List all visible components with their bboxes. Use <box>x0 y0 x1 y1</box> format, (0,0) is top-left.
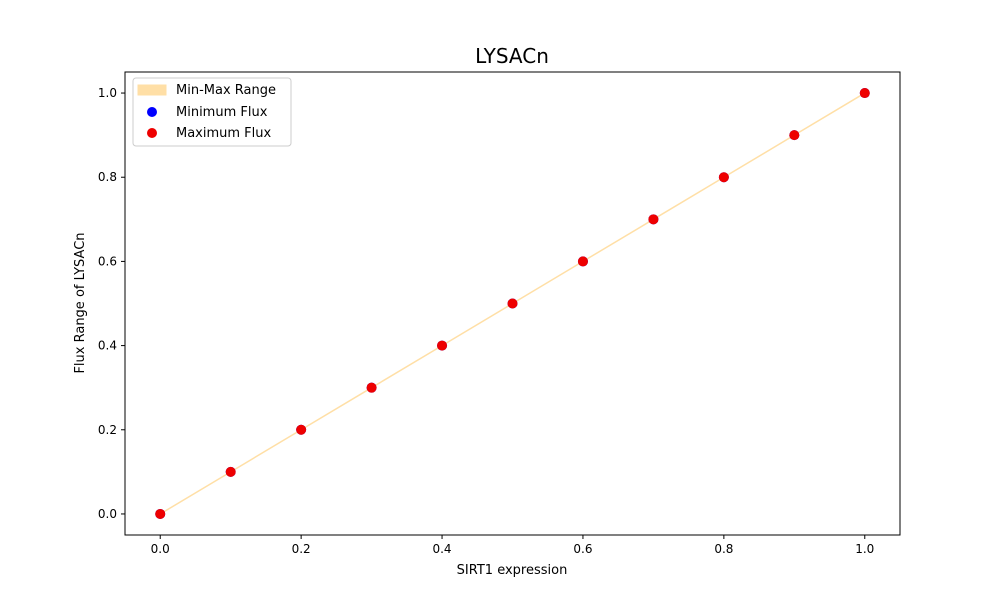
legend: Min-Max Range Minimum Flux Maximum Flux <box>132 77 292 147</box>
maximum-flux-point-2 <box>296 424 307 435</box>
legend-band-swatch <box>137 84 167 96</box>
x-tick-label-2: 0.4 <box>432 542 451 556</box>
maximum-flux-point-9 <box>789 130 800 141</box>
legend-marker-minimum-flux <box>147 107 157 117</box>
y-axis-label: Flux Range of LYSACn <box>73 232 88 373</box>
maximum-flux-point-7 <box>648 214 659 225</box>
maximum-flux-point-4 <box>437 340 448 351</box>
y-tick-label-3: 0.6 <box>98 254 117 268</box>
maximum-flux-point-10 <box>859 88 870 99</box>
legend-label-maximum-flux: Maximum Flux <box>176 126 272 141</box>
y-tick-label-2: 0.4 <box>98 339 117 353</box>
y-tick-label-5: 1.0 <box>98 86 117 100</box>
maximum-flux-point-5 <box>507 298 518 309</box>
maximum-flux-point-3 <box>366 382 377 393</box>
legend-label-min-max-range: Min-Max Range <box>176 83 276 98</box>
maximum-flux-point-0 <box>155 508 166 519</box>
x-tick-label-0: 0.0 <box>151 542 170 556</box>
x-tick-label-5: 1.0 <box>855 542 874 556</box>
x-tick-label-3: 0.6 <box>573 542 592 556</box>
x-tick-label-1: 0.2 <box>292 542 311 556</box>
x-tick-label-4: 0.8 <box>714 542 733 556</box>
plot-layer <box>155 88 870 519</box>
x-axis-label: SIRT1 expression <box>457 563 568 578</box>
y-tick-label-1: 0.2 <box>98 423 117 437</box>
y-tick-label-0: 0.0 <box>98 507 117 521</box>
plot-frame <box>124 71 901 536</box>
chart-title: LYSACn <box>475 44 549 68</box>
legend-frame <box>132 77 292 147</box>
legend-label-minimum-flux: Minimum Flux <box>176 105 268 120</box>
maximum-flux-point-6 <box>577 256 588 267</box>
maximum-flux-point-8 <box>718 172 729 183</box>
ticks-layer: 0.0 0.2 0.4 0.6 0.8 1.0 0.0 0.2 0.4 0.6 0.8 1.0 <box>98 86 874 556</box>
y-tick-label-4: 0.8 <box>98 170 117 184</box>
legend-marker-maximum-flux <box>147 128 157 138</box>
maximum-flux-point-1 <box>225 466 236 477</box>
